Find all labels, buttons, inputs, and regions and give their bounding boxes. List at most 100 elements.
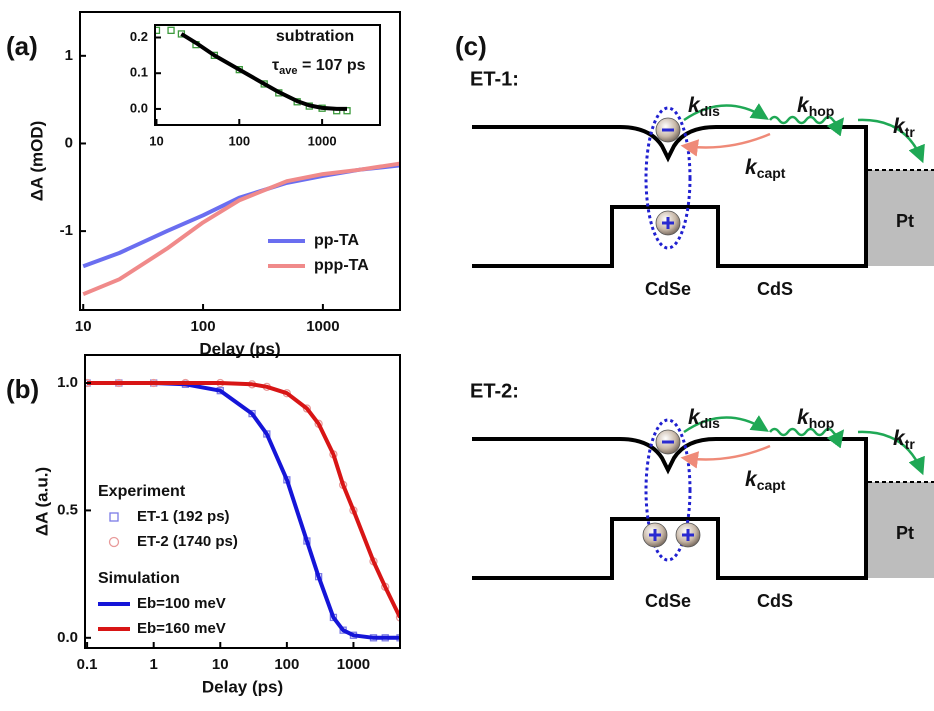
material-label: CdS	[757, 279, 793, 299]
series-line	[82, 163, 400, 269]
pt-block	[868, 170, 934, 266]
x-tick-label: 1000	[337, 656, 370, 673]
material-label: Pt	[896, 211, 914, 231]
rate-label: kcapt	[745, 468, 786, 493]
valence-band	[472, 517, 868, 580]
panel-label: (b)	[6, 374, 39, 404]
scheme-title: ET-1:	[470, 68, 519, 90]
y-tick-label: -1	[60, 222, 73, 239]
arrow-dis	[683, 415, 769, 434]
pt-block	[868, 482, 934, 578]
series-line	[87, 381, 400, 619]
exciton-outline	[644, 418, 692, 562]
rate-symbol: k	[688, 406, 701, 429]
annotation-part: τ	[272, 57, 279, 74]
conduction-band	[472, 125, 868, 266]
legend-label: pp-TA	[314, 232, 359, 249]
y-tick-label: 0.1	[130, 65, 148, 80]
y-tick-label: 0.2	[130, 29, 148, 44]
rate-symbol: k	[893, 115, 906, 138]
rate-subscript: tr	[905, 124, 916, 140]
legend-label: Eb=100 meV	[137, 595, 226, 612]
x-axis-label: Delay (ps)	[202, 677, 283, 696]
rate-subscript: hop	[809, 415, 835, 431]
rate-subscript: capt	[757, 165, 786, 181]
x-tick-label: 1000	[308, 133, 337, 148]
legend-marker	[108, 536, 120, 548]
rate-label: kdis	[688, 406, 720, 431]
rate-label: khop	[797, 406, 834, 431]
material-label: CdSe	[645, 591, 691, 611]
rate-subscript: dis	[700, 415, 720, 431]
marker	[155, 26, 161, 35]
rate-label: ktr	[893, 427, 915, 452]
annotation-part: = 107 ps	[298, 57, 366, 74]
rate-label: kdis	[688, 94, 720, 119]
rate-label: kcapt	[745, 156, 786, 181]
x-tick-label: 0.1	[77, 656, 98, 673]
rate-symbol: k	[745, 156, 758, 179]
conduction-band	[472, 437, 868, 578]
rate-subscript: tr	[905, 436, 916, 452]
marker	[302, 404, 312, 413]
y-tick-label: 0.5	[57, 501, 78, 518]
marker	[167, 26, 175, 35]
arrow-tr	[857, 430, 925, 476]
legend-title: Experiment	[98, 483, 186, 500]
legend-marker	[109, 512, 119, 522]
x-tick-label: 1000	[306, 318, 339, 335]
arrow-tr	[857, 118, 925, 164]
series-line	[82, 161, 400, 297]
panel-label: (a)	[6, 31, 38, 61]
rate-subscript: capt	[757, 477, 786, 493]
valence-band	[472, 205, 868, 268]
rate-symbol: k	[688, 94, 701, 117]
y-axis-label: ΔA (mOD)	[27, 121, 46, 202]
scheme-title: ET-2:	[470, 380, 519, 402]
series-line	[180, 32, 347, 111]
material-label: Pt	[896, 523, 914, 543]
plot-area	[85, 378, 400, 642]
axes-frame	[84, 354, 401, 649]
arrow-capt	[680, 132, 771, 157]
material-label: CdS	[757, 591, 793, 611]
rate-symbol: k	[797, 94, 810, 117]
rate-label: khop	[797, 94, 834, 119]
marker	[395, 613, 400, 622]
y-tick-label: 0.0	[57, 629, 78, 646]
y-tick-label: 0	[65, 134, 73, 151]
x-tick-label: 100	[191, 318, 216, 335]
rate-symbol: k	[745, 468, 758, 491]
x-axis-label: Delay (ps)	[199, 339, 280, 358]
legend-label: ppp-TA	[314, 257, 369, 274]
y-tick-label: 0.0	[130, 100, 148, 115]
material-label: CdSe	[645, 279, 691, 299]
x-tick-label: 10	[212, 656, 229, 673]
rate-subscript: dis	[700, 103, 720, 119]
y-tick-label: 1.0	[57, 374, 78, 391]
plot-area	[155, 26, 351, 115]
plot-area	[82, 161, 400, 297]
arrow-dis	[683, 103, 769, 122]
annotation-part: ave	[279, 65, 297, 77]
exciton-outline	[644, 106, 692, 250]
annotation: τave = 107 ps	[272, 57, 366, 77]
rate-symbol: k	[893, 427, 906, 450]
legend-title: Simulation	[98, 570, 180, 587]
arrow-hop	[769, 115, 845, 137]
arrow-hop	[769, 427, 845, 449]
legend-label: ET-2 (1740 ps)	[137, 533, 238, 550]
rate-subscript: hop	[809, 103, 835, 119]
axes-frame	[79, 11, 401, 311]
x-tick-label: 100	[274, 656, 299, 673]
x-tick-label: 10	[75, 318, 92, 335]
x-tick-label: 10	[149, 133, 163, 148]
inset-title: subtration	[276, 28, 354, 45]
arrow-capt	[680, 444, 771, 469]
x-tick-label: 1	[150, 656, 158, 673]
y-tick-label: 1	[65, 47, 73, 64]
x-tick-label: 100	[228, 133, 250, 148]
axes-frame	[154, 24, 381, 126]
rate-symbol: k	[797, 406, 810, 429]
